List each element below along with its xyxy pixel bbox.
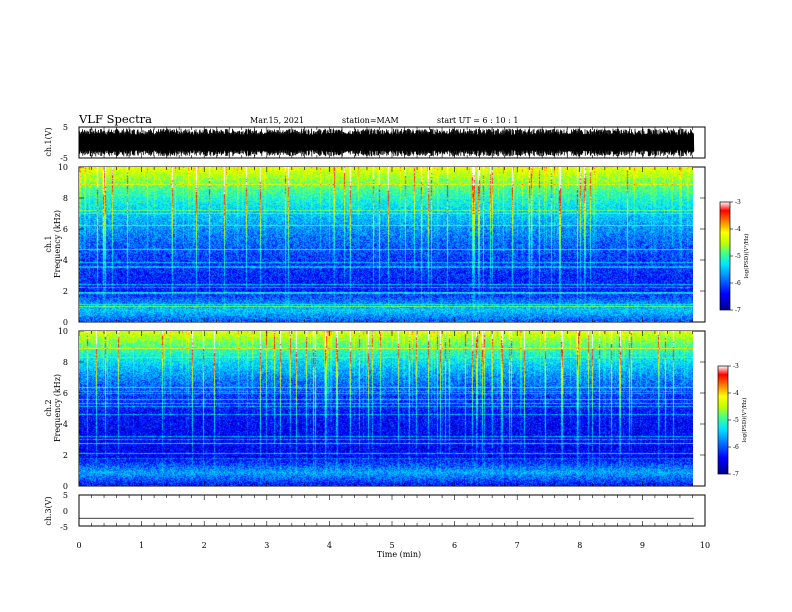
x-axis-label: Time (min) bbox=[377, 550, 421, 559]
x-tick-label: 1 bbox=[139, 541, 144, 550]
ch1-ytick-neg5: -5 bbox=[60, 154, 68, 163]
ch3-waveform-panel: 5 0 -5 ch.3(V) bbox=[44, 491, 706, 532]
colorbar-tick-label: -4 bbox=[735, 226, 741, 233]
ch3-ytick-0: 0 bbox=[63, 507, 68, 516]
y-tick-label: 0 bbox=[63, 482, 68, 491]
x-tick-label: 9 bbox=[640, 541, 645, 550]
x-tick-label: 0 bbox=[76, 541, 81, 550]
ch1-spec-ylabel-channel: ch.1 bbox=[44, 235, 53, 252]
x-tick-label: 3 bbox=[264, 541, 269, 550]
ch2-colorbar-label: log(PSD)(V²/Hz) bbox=[741, 398, 748, 443]
ch1-spec-ylabel-frequency: Frequency (kHz) bbox=[53, 210, 62, 278]
y-tick-label: 2 bbox=[63, 287, 68, 296]
ch1-colorbar-label: log(PSD)(V²/Hz) bbox=[743, 234, 750, 279]
x-tick-label: 2 bbox=[202, 541, 207, 550]
ch2-spec-ylabel-channel: ch.2 bbox=[44, 399, 53, 416]
ch2-spectrogram-panel: 0 2 4 6 8 10 ch.2 Frequency (kHz) bbox=[44, 327, 706, 491]
x-tick-label: 6 bbox=[452, 541, 457, 550]
x-tick-label: 10 bbox=[700, 541, 710, 550]
ch2-spectrogram-yticks: 0 2 4 6 8 10 bbox=[58, 327, 705, 491]
ch1-waveform-line bbox=[78, 128, 695, 157]
x-tick-label: 7 bbox=[515, 541, 520, 550]
ch2-spec-ylabel-frequency: Frequency (kHz) bbox=[53, 374, 62, 442]
ch3-ylabel: ch.3(V) bbox=[44, 496, 53, 525]
ch2-spectrogram-image-holder bbox=[79, 331, 693, 486]
ch1-waveform-panel: 5 -5 ch.1(V) bbox=[44, 123, 706, 163]
y-tick-label: 10 bbox=[58, 163, 68, 172]
date-label: Mar.15, 2021 bbox=[250, 116, 304, 125]
ch1-spectrogram-panel: 0 2 4 6 8 10 ch.1 Frequency (kHz) bbox=[44, 163, 706, 327]
x-tick-labels: 0 1 2 3 4 5 6 7 8 9 10 bbox=[76, 541, 710, 550]
ch1-spectrogram-image bbox=[79, 167, 693, 322]
ch3-xticks bbox=[78, 495, 706, 526]
ch1-colorbar-scale bbox=[719, 201, 731, 311]
ch1-ytick-5: 5 bbox=[63, 123, 68, 132]
ch2-colorbar-scale bbox=[717, 365, 729, 475]
colorbar-tick-label: -5 bbox=[735, 253, 741, 260]
ch1-spectrogram-yticks: 0 2 4 6 8 10 bbox=[58, 163, 705, 327]
colorbar-tick-label: -3 bbox=[735, 199, 741, 206]
ch3-ytick-5: 5 bbox=[63, 491, 68, 500]
ch1-spectrogram-image-holder bbox=[79, 167, 693, 322]
y-tick-label: 0 bbox=[63, 318, 68, 327]
figure-title: VLF Spectra bbox=[78, 112, 152, 126]
station-label: station=MAM bbox=[342, 116, 399, 125]
ch2-colorbar-ticks: -3 -4 -5 -6 -7 bbox=[728, 363, 739, 478]
y-tick-label: 4 bbox=[63, 256, 68, 265]
ch1-colorbar: -3 -4 -5 -6 -7 log(PSD)(V²/Hz) bbox=[719, 199, 750, 314]
ch2-spectrogram-image bbox=[79, 331, 693, 486]
y-tick-label: 4 bbox=[63, 420, 68, 429]
colorbar-tick-label: -6 bbox=[733, 444, 739, 451]
colorbar-tick-label: -4 bbox=[733, 390, 739, 397]
ch1-ylabel: ch.1(V) bbox=[44, 127, 53, 156]
ch1-colorbar-ticks: -3 -4 -5 -6 -7 bbox=[730, 199, 741, 314]
y-tick-label: 8 bbox=[63, 358, 68, 367]
y-tick-label: 8 bbox=[63, 194, 68, 203]
x-tick-label: 8 bbox=[577, 541, 582, 550]
colorbar-tick-label: -6 bbox=[735, 280, 741, 287]
colorbar-tick-label: -3 bbox=[733, 363, 739, 370]
colorbar-tick-label: -7 bbox=[733, 471, 739, 478]
y-tick-label: 10 bbox=[58, 327, 68, 336]
colorbar-tick-label: -5 bbox=[733, 417, 739, 424]
ch2-colorbar: -3 -4 -5 -6 -7 log(PSD)(V²/Hz) bbox=[717, 363, 748, 478]
x-tick-label: 5 bbox=[389, 541, 394, 550]
start-time-label: start UT = 6 : 10 : 1 bbox=[437, 116, 518, 125]
x-tick-label: 4 bbox=[327, 541, 332, 550]
y-tick-label: 6 bbox=[63, 389, 68, 398]
ch1-spectrogram-xticks bbox=[78, 167, 706, 322]
ch1-xticks bbox=[78, 127, 706, 158]
y-tick-label: 2 bbox=[63, 451, 68, 460]
colorbar-tick-label: -7 bbox=[735, 307, 741, 314]
y-tick-label: 6 bbox=[63, 225, 68, 234]
ch3-ytick-neg5: -5 bbox=[60, 523, 68, 532]
ch2-spectrogram-xticks bbox=[78, 331, 706, 486]
